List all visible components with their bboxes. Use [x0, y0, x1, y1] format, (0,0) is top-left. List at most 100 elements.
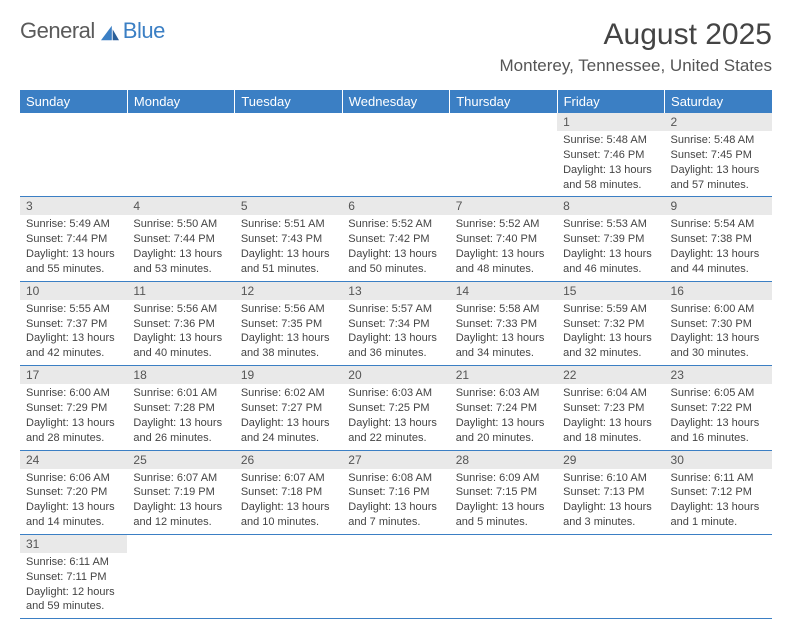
day-details: Sunrise: 5:54 AMSunset: 7:38 PMDaylight:…	[665, 215, 772, 280]
sunset-text: Sunset: 7:12 PM	[671, 485, 766, 500]
day-body-cell: Sunrise: 6:00 AMSunset: 7:29 PMDaylight:…	[20, 384, 127, 450]
daylight-text: Daylight: 13 hours and 32 minutes.	[563, 331, 658, 361]
day-number-row: 31	[20, 534, 772, 553]
sunrise-text: Sunrise: 6:05 AM	[671, 386, 766, 401]
day-number-cell	[557, 534, 664, 553]
day-number-cell	[127, 534, 234, 553]
daylight-text: Daylight: 13 hours and 28 minutes.	[26, 416, 121, 446]
daylight-text: Daylight: 13 hours and 14 minutes.	[26, 500, 121, 530]
day-number-cell: 20	[342, 366, 449, 385]
day-body-cell: Sunrise: 5:48 AMSunset: 7:46 PMDaylight:…	[557, 131, 664, 197]
day-body-row: Sunrise: 6:00 AMSunset: 7:29 PMDaylight:…	[20, 384, 772, 450]
day-number: 3	[20, 197, 127, 215]
daylight-text: Daylight: 13 hours and 26 minutes.	[133, 416, 228, 446]
daylight-text: Daylight: 13 hours and 34 minutes.	[456, 331, 551, 361]
day-details: Sunrise: 6:10 AMSunset: 7:13 PMDaylight:…	[557, 469, 664, 534]
sunrise-text: Sunrise: 6:07 AM	[241, 471, 336, 486]
day-body-cell: Sunrise: 6:03 AMSunset: 7:25 PMDaylight:…	[342, 384, 449, 450]
sunrise-text: Sunrise: 5:55 AM	[26, 302, 121, 317]
day-number: 2	[665, 113, 772, 131]
day-details: Sunrise: 5:59 AMSunset: 7:32 PMDaylight:…	[557, 300, 664, 365]
weekday-header: Tuesday	[235, 90, 342, 113]
location: Monterey, Tennessee, United States	[500, 56, 772, 76]
day-body-cell	[235, 553, 342, 619]
day-number: 1	[557, 113, 664, 131]
day-number: 23	[665, 366, 772, 384]
sunset-text: Sunset: 7:46 PM	[563, 148, 658, 163]
calendar-body: 12Sunrise: 5:48 AMSunset: 7:46 PMDayligh…	[20, 113, 772, 619]
day-number: 6	[342, 197, 449, 215]
day-details: Sunrise: 6:06 AMSunset: 7:20 PMDaylight:…	[20, 469, 127, 534]
weekday-header: Friday	[557, 90, 664, 113]
day-details: Sunrise: 6:07 AMSunset: 7:18 PMDaylight:…	[235, 469, 342, 534]
day-number	[342, 535, 449, 539]
day-body-cell: Sunrise: 6:02 AMSunset: 7:27 PMDaylight:…	[235, 384, 342, 450]
day-number-cell: 12	[235, 281, 342, 300]
daylight-text: Daylight: 13 hours and 57 minutes.	[671, 163, 766, 193]
day-body-cell: Sunrise: 6:04 AMSunset: 7:23 PMDaylight:…	[557, 384, 664, 450]
day-number: 24	[20, 451, 127, 469]
day-number-cell	[665, 534, 772, 553]
day-details: Sunrise: 6:08 AMSunset: 7:16 PMDaylight:…	[342, 469, 449, 534]
day-number: 12	[235, 282, 342, 300]
day-number-cell: 16	[665, 281, 772, 300]
day-number: 13	[342, 282, 449, 300]
day-number: 11	[127, 282, 234, 300]
sunset-text: Sunset: 7:32 PM	[563, 317, 658, 332]
daylight-text: Daylight: 12 hours and 59 minutes.	[26, 585, 121, 615]
header: General Blue August 2025 Monterey, Tenne…	[20, 18, 772, 76]
title-block: August 2025 Monterey, Tennessee, United …	[500, 18, 772, 76]
day-body-row: Sunrise: 6:06 AMSunset: 7:20 PMDaylight:…	[20, 469, 772, 535]
day-number: 22	[557, 366, 664, 384]
day-body-cell: Sunrise: 6:01 AMSunset: 7:28 PMDaylight:…	[127, 384, 234, 450]
daylight-text: Daylight: 13 hours and 20 minutes.	[456, 416, 551, 446]
day-number: 30	[665, 451, 772, 469]
day-details: Sunrise: 6:07 AMSunset: 7:19 PMDaylight:…	[127, 469, 234, 534]
weekday-header: Sunday	[20, 90, 127, 113]
day-details: Sunrise: 6:03 AMSunset: 7:24 PMDaylight:…	[450, 384, 557, 449]
day-number-cell: 3	[20, 197, 127, 216]
day-number-cell: 14	[450, 281, 557, 300]
calendar-table: Sunday Monday Tuesday Wednesday Thursday…	[20, 90, 772, 619]
day-number: 16	[665, 282, 772, 300]
day-body-cell: Sunrise: 6:03 AMSunset: 7:24 PMDaylight:…	[450, 384, 557, 450]
sunset-text: Sunset: 7:11 PM	[26, 570, 121, 585]
day-details: Sunrise: 5:56 AMSunset: 7:35 PMDaylight:…	[235, 300, 342, 365]
day-number-cell: 2	[665, 113, 772, 131]
daylight-text: Daylight: 13 hours and 10 minutes.	[241, 500, 336, 530]
sunrise-text: Sunrise: 6:08 AM	[348, 471, 443, 486]
sunset-text: Sunset: 7:13 PM	[563, 485, 658, 500]
day-details: Sunrise: 5:48 AMSunset: 7:45 PMDaylight:…	[665, 131, 772, 196]
day-number: 14	[450, 282, 557, 300]
daylight-text: Daylight: 13 hours and 42 minutes.	[26, 331, 121, 361]
sunrise-text: Sunrise: 6:11 AM	[26, 555, 121, 570]
daylight-text: Daylight: 13 hours and 24 minutes.	[241, 416, 336, 446]
daylight-text: Daylight: 13 hours and 22 minutes.	[348, 416, 443, 446]
day-number-cell: 28	[450, 450, 557, 469]
day-details: Sunrise: 5:55 AMSunset: 7:37 PMDaylight:…	[20, 300, 127, 365]
day-number: 21	[450, 366, 557, 384]
day-body-cell	[127, 131, 234, 197]
daylight-text: Daylight: 13 hours and 36 minutes.	[348, 331, 443, 361]
day-body-cell: Sunrise: 5:48 AMSunset: 7:45 PMDaylight:…	[665, 131, 772, 197]
day-body-cell: Sunrise: 6:09 AMSunset: 7:15 PMDaylight:…	[450, 469, 557, 535]
sunset-text: Sunset: 7:40 PM	[456, 232, 551, 247]
page-title: August 2025	[500, 18, 772, 52]
day-number: 10	[20, 282, 127, 300]
day-number-cell: 31	[20, 534, 127, 553]
day-details	[557, 553, 664, 559]
sunrise-text: Sunrise: 5:59 AM	[563, 302, 658, 317]
day-details	[342, 131, 449, 137]
sunset-text: Sunset: 7:28 PM	[133, 401, 228, 416]
day-number-row: 12	[20, 113, 772, 131]
day-body-cell	[342, 131, 449, 197]
day-details	[127, 131, 234, 137]
sunset-text: Sunset: 7:19 PM	[133, 485, 228, 500]
day-details: Sunrise: 5:57 AMSunset: 7:34 PMDaylight:…	[342, 300, 449, 365]
day-body-cell: Sunrise: 6:06 AMSunset: 7:20 PMDaylight:…	[20, 469, 127, 535]
day-number	[665, 535, 772, 539]
sunrise-text: Sunrise: 5:54 AM	[671, 217, 766, 232]
sunset-text: Sunset: 7:38 PM	[671, 232, 766, 247]
sunset-text: Sunset: 7:39 PM	[563, 232, 658, 247]
weekday-header: Thursday	[450, 90, 557, 113]
